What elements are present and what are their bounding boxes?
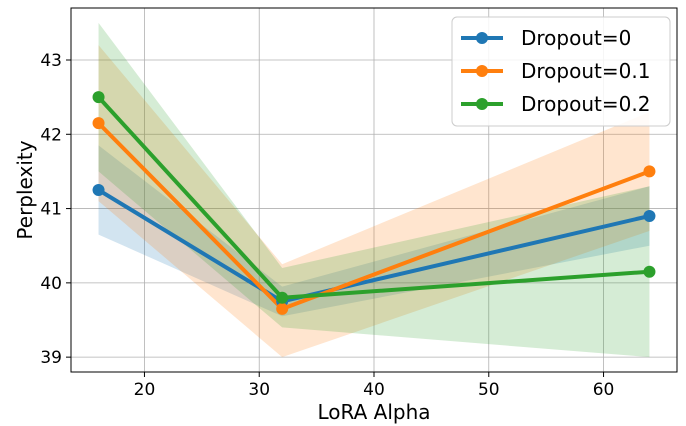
legend-label: Dropout=0.1 — [521, 59, 650, 83]
data-point — [643, 210, 656, 222]
confidence-band-1 — [98, 45, 650, 358]
x-axis-label: LoRA Alpha — [317, 400, 430, 424]
legend-marker — [476, 32, 488, 44]
data-point — [92, 91, 105, 104]
x-tick-label: 30 — [248, 380, 270, 400]
x-tick-label: 50 — [478, 380, 500, 400]
series-points — [92, 91, 656, 315]
y-axis-label: Perplexity — [13, 140, 37, 239]
legend-marker — [476, 65, 488, 77]
legend: Dropout=0 Dropout=0.1 Dropout=0.2 — [451, 16, 671, 127]
y-tick-label: 39 — [40, 348, 62, 368]
legend-label: Dropout=0.2 — [521, 92, 650, 116]
y-tick-label: 41 — [40, 200, 62, 220]
data-point — [276, 291, 289, 304]
y-axis-ticks: 39 40 41 42 43 — [40, 51, 71, 368]
legend-marker — [476, 98, 488, 110]
data-point — [643, 265, 656, 278]
data-point — [643, 165, 656, 178]
data-point — [276, 302, 289, 315]
y-tick-label: 42 — [40, 125, 62, 145]
legend-box — [451, 16, 671, 127]
data-point — [92, 117, 105, 130]
data-point — [92, 184, 105, 196]
x-tick-label: 40 — [363, 380, 385, 400]
y-tick-label: 40 — [40, 274, 62, 294]
x-tick-label: 60 — [593, 380, 615, 400]
y-tick-label: 43 — [40, 51, 62, 71]
legend-label: Dropout=0 — [521, 26, 631, 50]
x-tick-label: 20 — [134, 380, 156, 400]
x-axis-ticks: 20 30 40 50 60 — [134, 372, 615, 400]
